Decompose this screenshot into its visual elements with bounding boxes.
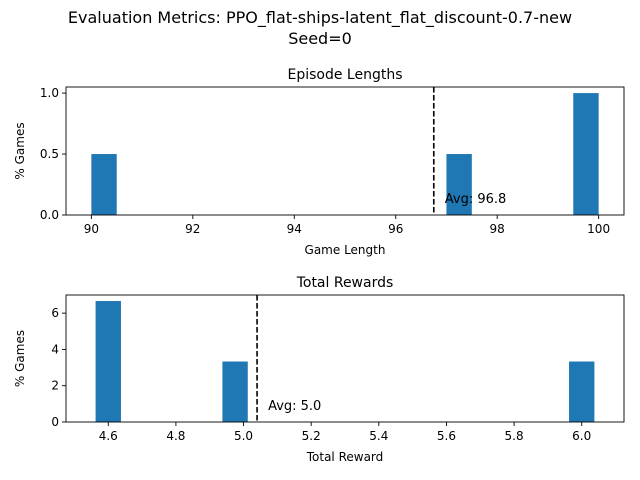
total-rewards-title: Total Rewards [296, 275, 394, 291]
total-rewards-xtick-label-7: 6.0 [572, 429, 591, 443]
total-rewards-xtick-label-4: 5.4 [369, 429, 388, 443]
total-rewards-ytick-label-0: 0 [51, 415, 59, 429]
episode-lengths-bar-0 [91, 154, 117, 215]
figure-suptitle-line-1: Evaluation Metrics: PPO_flat-ships-laten… [67, 8, 573, 27]
total-rewards-xtick-label-0: 4.6 [99, 429, 118, 443]
episode-lengths-xtick-label-5: 100 [587, 222, 610, 236]
episode-lengths-avg-label: Avg: 96.8 [445, 192, 507, 207]
episode-lengths-ytick-label-2: 1.0 [40, 86, 59, 100]
total-rewards-ytick-label-2: 4 [51, 342, 59, 356]
episode-lengths-xtick-label-0: 90 [84, 222, 99, 236]
total-rewards-xlabel: Total Reward [306, 450, 384, 464]
total-rewards-bar-2 [569, 361, 595, 422]
episode-lengths-bar-1 [446, 154, 472, 215]
episode-lengths-chart: Episode Lengths Avg: 96.8 90 92 94 96 98 100 0.0… [13, 67, 625, 257]
total-rewards-xtick-label-2: 5.0 [234, 429, 253, 443]
episode-lengths-ytick-label-1: 0.5 [40, 147, 59, 161]
episode-lengths-ylabel: % Games [13, 122, 27, 179]
total-rewards-bar-1 [222, 361, 248, 422]
total-rewards-avg-label: Avg: 5.0 [268, 399, 321, 414]
total-rewards-ytick-label-3: 6 [51, 306, 59, 320]
episode-lengths-xlabel: Game Length [305, 243, 386, 257]
episode-lengths-bar-2 [573, 93, 599, 215]
total-rewards-bar-0 [95, 301, 121, 422]
episode-lengths-ytick-label-0: 0.0 [40, 208, 59, 222]
figure-suptitle-line-2: Seed=0 [288, 29, 352, 48]
episode-lengths-xtick-label-4: 98 [490, 222, 505, 236]
total-rewards-ytick-label-1: 2 [51, 379, 59, 393]
episode-lengths-xtick-label-3: 96 [388, 222, 403, 236]
episode-lengths-title: Episode Lengths [287, 67, 402, 83]
total-rewards-xtick-label-6: 5.8 [505, 429, 524, 443]
total-rewards-axes-frame [65, 294, 625, 423]
total-rewards-xtick-label-3: 5.2 [302, 429, 321, 443]
total-rewards-xtick-label-1: 4.8 [166, 429, 185, 443]
episode-lengths-xtick-label-2: 94 [287, 222, 302, 236]
total-rewards-ylabel: % Games [13, 330, 27, 387]
total-rewards-xtick-label-5: 5.6 [437, 429, 456, 443]
episode-lengths-axes-frame [65, 86, 625, 216]
episode-lengths-xtick-label-1: 92 [185, 222, 200, 236]
total-rewards-chart: Total Rewards Avg: 5.0 4.6 4.8 5.0 5.2 5.4 5.6 5… [13, 275, 625, 464]
